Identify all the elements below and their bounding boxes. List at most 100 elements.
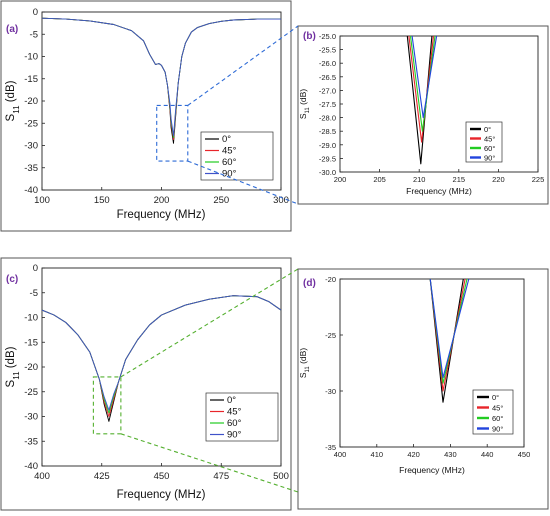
y-tick-label: -10: [24, 52, 38, 63]
series-line-90deg: [42, 17, 281, 137]
legend-box: [200, 131, 274, 181]
x-tick-label: 430: [444, 450, 457, 459]
x-tick-label: 250: [213, 195, 229, 206]
panel-a-chart: 100 150 200 250 300 0 -5 -10 -15 -20 -25 -30 -35 -40 F…: [5, 7, 289, 221]
y-tick-label: -20: [24, 362, 38, 373]
y-tick-label: -25: [325, 331, 336, 340]
y-tick-label: -5: [30, 288, 38, 299]
zoom-connector-line: [120, 433, 299, 493]
x-axis-label: Frequency (MHz): [117, 489, 206, 501]
legend-label: 0°: [222, 134, 231, 145]
panel-c-frame: [0, 257, 292, 511]
zoom-region-box: [92, 376, 122, 435]
x-tick-label: 400: [334, 450, 347, 459]
series-line-45deg: [408, 36, 435, 143]
series-group: [42, 295, 281, 422]
y-tick-label: -25.0: [319, 32, 336, 41]
legend-label: 0°: [227, 395, 236, 406]
panel-d-frame: [297, 268, 549, 510]
y-tick-label: -27.0: [319, 86, 336, 95]
y-tick-label: -25.5: [319, 46, 336, 55]
y-tick-label: -25: [24, 118, 38, 129]
legend-label: 90°: [222, 169, 237, 180]
legend-label: 60°: [227, 418, 242, 429]
y-tick-label: -15: [24, 337, 38, 348]
y-tick-label: -35: [24, 163, 38, 174]
legend-label: 45°: [222, 146, 237, 157]
panel-b-chart: 200 205 210 215 220 225 -25.0 -25.5 -26.0 -26.5 -2…: [298, 31, 544, 196]
x-axis-label: Frequency (MHz): [117, 209, 206, 221]
x-tick-label: 210: [413, 175, 426, 184]
x-tick-label: 200: [154, 195, 170, 206]
x-tick-label: 220: [492, 175, 505, 184]
y-tick-label: -28.0: [319, 114, 336, 123]
y-tick-label: -5: [30, 29, 38, 40]
zoom-connector-line: [187, 25, 299, 106]
legend-label: 90°: [484, 154, 495, 163]
legend-label: 45°: [492, 404, 503, 413]
y-tick-label: -26.5: [319, 73, 336, 82]
legend-label: 60°: [222, 157, 237, 168]
series-line-90deg: [429, 279, 470, 379]
series-group: [429, 279, 470, 403]
series-line-90deg: [42, 295, 281, 411]
legend-label: 45°: [227, 407, 242, 418]
y-tick-label: -20: [24, 96, 38, 107]
legend-label: 60°: [492, 414, 503, 423]
series-group: [42, 17, 281, 144]
x-tick-label: 150: [94, 195, 110, 206]
y-tick-label: -15: [24, 74, 38, 85]
panel-tag: (b): [303, 31, 316, 42]
zoom-connectors: [92, 25, 299, 493]
y-axis-label: S11 (dB): [5, 346, 21, 387]
y-tick-label: -10: [24, 313, 38, 324]
x-tick-label: 450: [518, 450, 531, 459]
y-tick-label: -29.0: [319, 141, 336, 150]
x-tick-label: 500: [273, 471, 289, 482]
y-tick-label: -40: [24, 185, 38, 196]
x-tick-label: 410: [371, 450, 384, 459]
y-tick-label: -20: [325, 275, 336, 284]
x-tick-label: 400: [34, 471, 50, 482]
x-tick-label: 215: [453, 175, 466, 184]
y-tick-label: -30.0: [319, 168, 336, 177]
panel-a-frame: [0, 0, 292, 232]
legend-label: 90°: [227, 430, 242, 441]
legend-label: 90°: [492, 425, 503, 434]
y-tick-label: -35: [24, 436, 38, 447]
x-tick-label: 475: [213, 471, 229, 482]
series-line-90deg: [411, 36, 438, 119]
x-tick-label: 440: [481, 450, 494, 459]
y-tick-label: -27.5: [319, 100, 336, 109]
legend-label: 60°: [484, 144, 495, 153]
y-tick-label: -25: [24, 387, 38, 398]
legend-label: 45°: [484, 135, 495, 144]
y-axis-label: S11 (dB): [5, 80, 21, 121]
legend-label: 0°: [484, 125, 491, 134]
x-axis-label: Frequency (MHz): [399, 465, 465, 475]
y-tick-label: -35: [325, 443, 336, 452]
legend-box: [205, 392, 279, 442]
y-axis-label: S11 (dB): [298, 89, 311, 119]
series-group: [406, 36, 438, 165]
legend-label: 0°: [492, 393, 499, 402]
y-tick-label: -30: [24, 412, 38, 423]
x-tick-label: 205: [373, 175, 386, 184]
y-tick-label: -30: [24, 141, 38, 152]
series-line-60deg: [409, 36, 436, 132]
y-tick-label: 0: [33, 7, 38, 18]
y-axis-label: S11 (dB): [298, 348, 311, 378]
panel-tag: (d): [303, 278, 316, 289]
y-tick-label: -28.5: [319, 127, 336, 136]
x-tick-label: 420: [407, 450, 420, 459]
zoom-connector-line: [187, 160, 299, 205]
panel-tag: (c): [6, 274, 18, 285]
panel-tag: (a): [6, 24, 18, 35]
x-tick-label: 200: [334, 175, 347, 184]
x-tick-label: 100: [34, 195, 50, 206]
x-tick-label: 300: [273, 195, 289, 206]
x-tick-label: 425: [94, 471, 110, 482]
x-axis-label: Frequency (MHz): [406, 186, 472, 196]
y-tick-label: -30: [325, 387, 336, 396]
